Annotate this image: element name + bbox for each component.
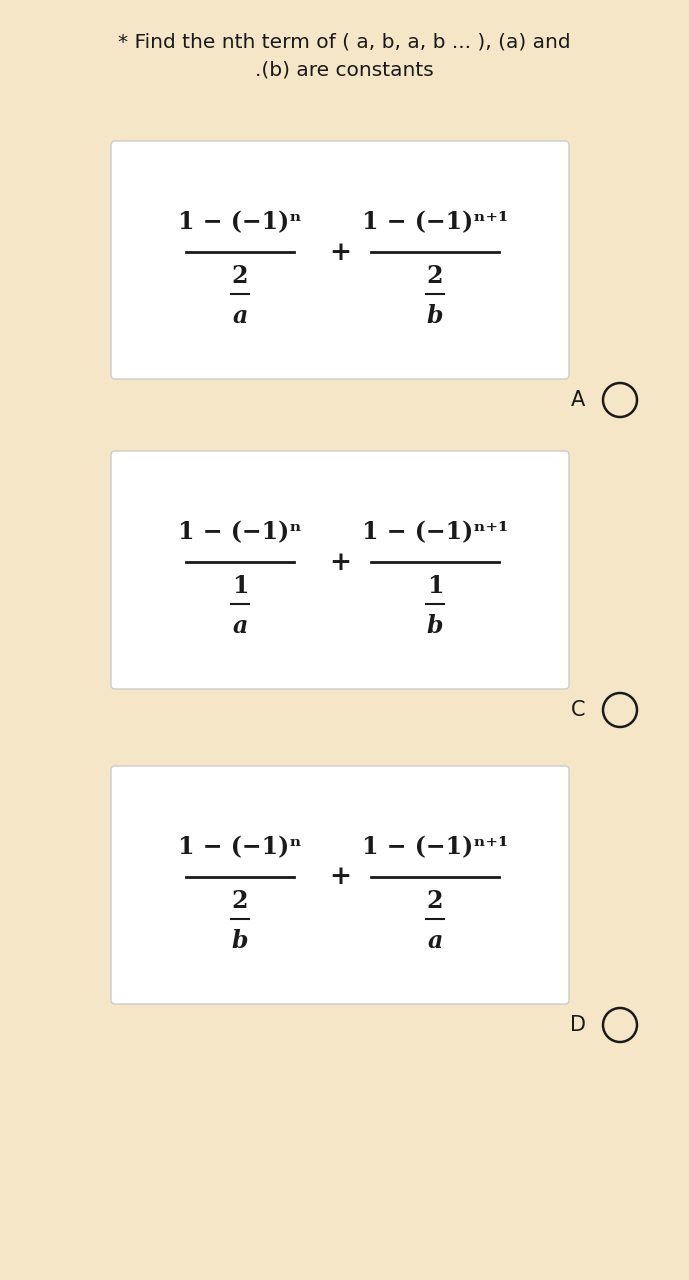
Text: 2: 2	[232, 890, 248, 913]
Text: 1: 1	[426, 573, 443, 598]
FancyBboxPatch shape	[111, 451, 569, 689]
FancyBboxPatch shape	[111, 765, 569, 1004]
Text: .(b) are constants: .(b) are constants	[255, 60, 433, 79]
Text: +: +	[329, 864, 351, 890]
Text: 2: 2	[232, 264, 248, 288]
Text: 1 − (−1)ⁿ⁺¹: 1 − (−1)ⁿ⁺¹	[362, 520, 508, 544]
Text: a: a	[232, 614, 247, 637]
Text: 1 − (−1)ⁿ: 1 − (−1)ⁿ	[178, 520, 302, 544]
Text: 2: 2	[426, 890, 443, 913]
Text: b: b	[232, 929, 248, 954]
Text: 1 − (−1)ⁿ⁺¹: 1 − (−1)ⁿ⁺¹	[362, 835, 508, 859]
FancyBboxPatch shape	[111, 141, 569, 379]
Text: 1 − (−1)ⁿ: 1 − (−1)ⁿ	[178, 835, 302, 859]
Text: A: A	[571, 390, 585, 410]
Text: a: a	[232, 303, 247, 328]
Text: a: a	[427, 929, 442, 954]
Text: b: b	[426, 303, 443, 328]
Text: D: D	[570, 1015, 586, 1036]
Text: b: b	[426, 614, 443, 637]
Text: 2: 2	[426, 264, 443, 288]
Text: 1: 1	[232, 573, 248, 598]
Text: 1 − (−1)ⁿ⁺¹: 1 − (−1)ⁿ⁺¹	[362, 210, 508, 234]
Text: C: C	[570, 700, 585, 719]
Text: * Find the nth term of ( a, b, a, b ... ), (a) and: * Find the nth term of ( a, b, a, b ... …	[118, 32, 570, 51]
Text: 1 − (−1)ⁿ: 1 − (−1)ⁿ	[178, 210, 302, 234]
Text: +: +	[329, 549, 351, 575]
Text: +: +	[329, 239, 351, 265]
